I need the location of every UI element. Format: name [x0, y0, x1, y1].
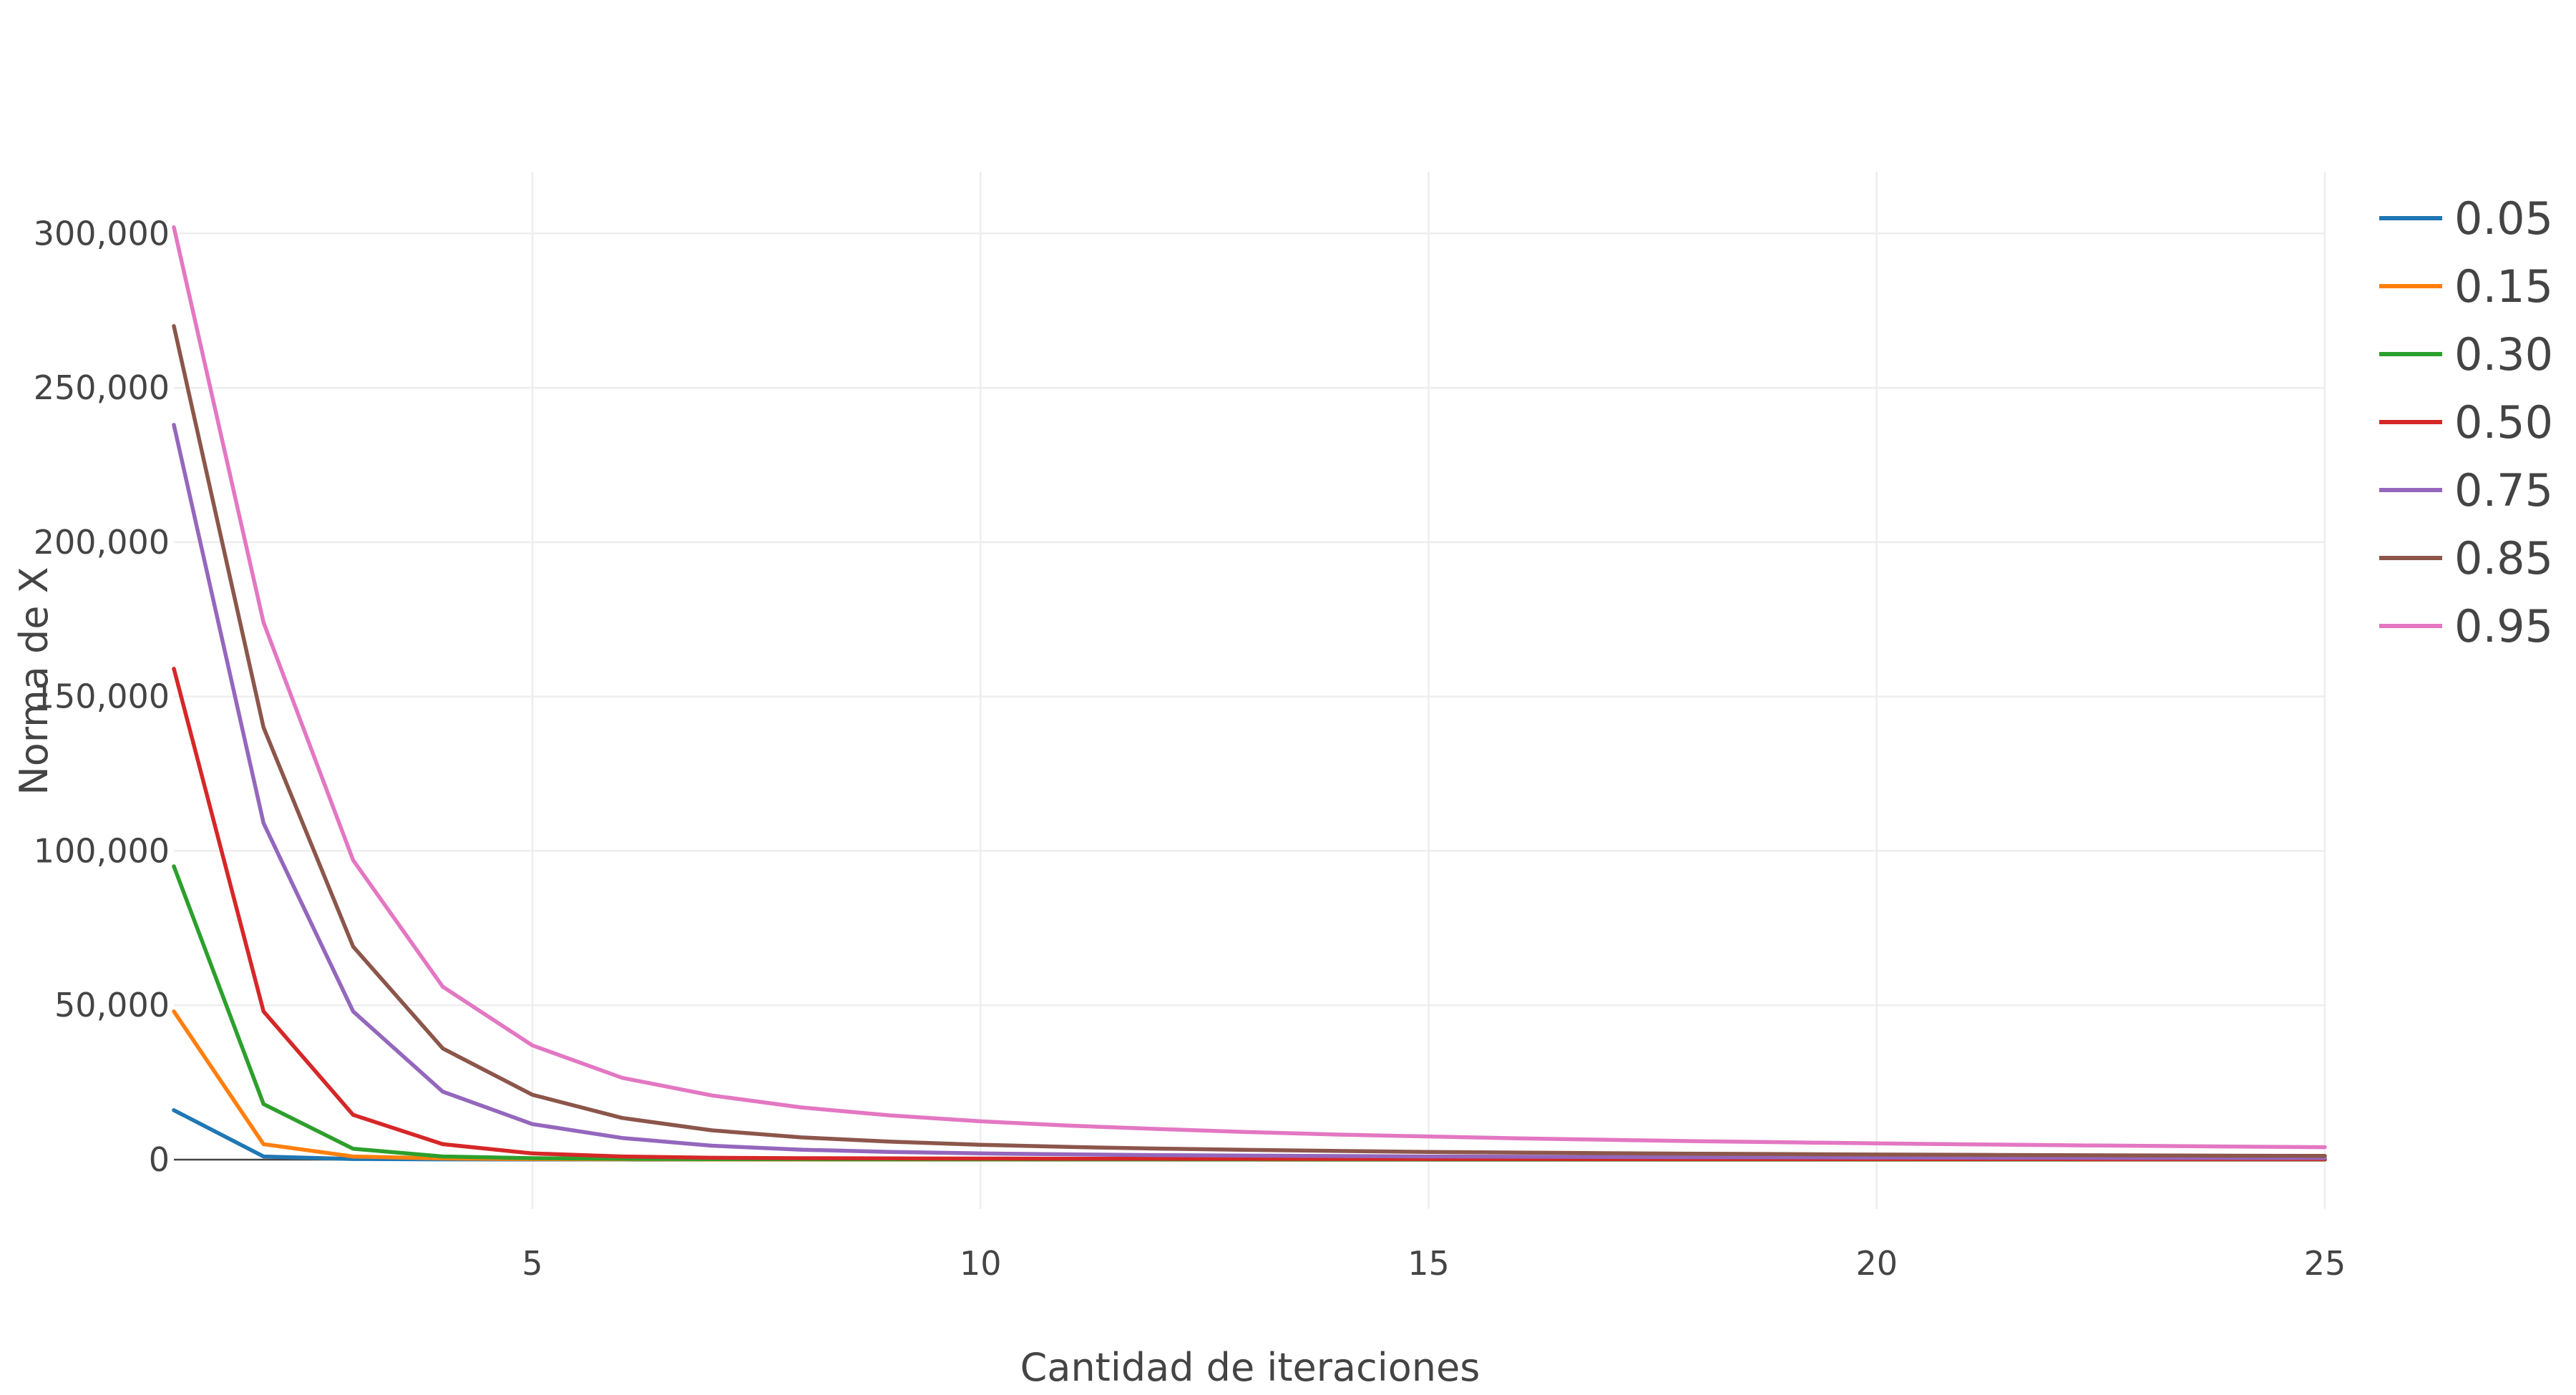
- y-axis-ticks: 0 50,000 100,000 150,000 200,000 250,000 300,0…: [34, 214, 170, 1179]
- series-line-0-85: [172, 324, 2327, 1158]
- legend-item[interactable]: 0.05: [2379, 192, 2553, 245]
- y-tick-label: 50,000: [54, 986, 170, 1024]
- series-line-0-95: [172, 225, 2327, 1150]
- legend-label: 0.85: [2454, 532, 2553, 584]
- y-tick-label: 100,000: [34, 831, 170, 870]
- series-line-0-30: [172, 864, 2327, 1162]
- x-tick-label: 10: [960, 1244, 1002, 1283]
- y-tick-label: 200,000: [34, 523, 170, 562]
- legend-label: 0.75: [2454, 464, 2553, 517]
- legend-label: 0.15: [2454, 260, 2553, 313]
- x-tick-label: 15: [1407, 1244, 1450, 1283]
- x-axis-ticks: 5 10 15 20 25: [522, 1244, 2346, 1283]
- legend-item[interactable]: 0.50: [2379, 396, 2553, 449]
- series-line-0-05: [172, 1108, 2327, 1162]
- legend-item[interactable]: 0.15: [2379, 260, 2553, 313]
- legend-item[interactable]: 0.30: [2379, 328, 2553, 381]
- legend-label: 0.95: [2454, 600, 2553, 652]
- x-tick-label: 25: [2304, 1244, 2346, 1283]
- legend-item[interactable]: 0.85: [2379, 532, 2553, 584]
- legend[interactable]: 0.05 0.15 0.30 0.50 0.75 0.85 0.95: [2379, 192, 2553, 652]
- legend-item[interactable]: 0.95: [2379, 600, 2553, 652]
- y-tick-label: 150,000: [34, 677, 170, 716]
- x-tick-label: 20: [1855, 1244, 1898, 1283]
- series-lines: [172, 225, 2327, 1162]
- legend-label: 0.05: [2454, 192, 2553, 245]
- x-axis-title: Cantidad de iteraciones: [1020, 1345, 1480, 1390]
- series-line-0-50: [172, 667, 2327, 1162]
- y-axis-title: Norma de X: [11, 567, 57, 795]
- series-line-0-15: [172, 1009, 2327, 1162]
- legend-label: 0.50: [2454, 396, 2553, 449]
- grid-lines: [174, 172, 2326, 1209]
- legend-label: 0.30: [2454, 328, 2553, 381]
- y-tick-label: 0: [149, 1140, 170, 1179]
- series-line-0-75: [172, 423, 2327, 1160]
- x-tick-label: 5: [522, 1244, 542, 1283]
- legend-item[interactable]: 0.75: [2379, 464, 2553, 517]
- y-tick-label: 300,000: [34, 214, 170, 253]
- y-tick-label: 250,000: [34, 368, 170, 407]
